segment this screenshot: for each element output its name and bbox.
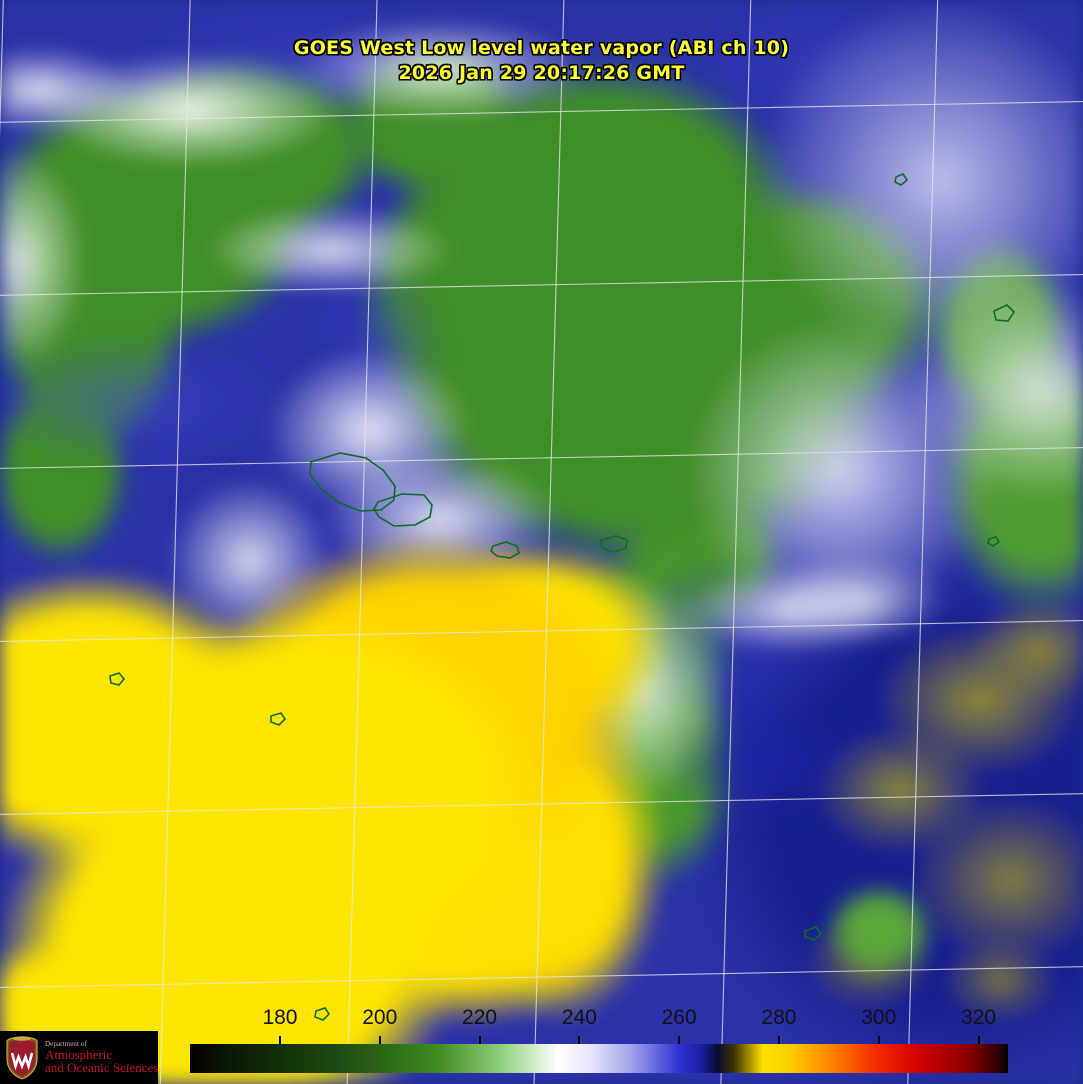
colorbar[interactable] — [190, 1044, 1008, 1073]
colorbar-tick-mark — [777, 1036, 780, 1045]
colorbar-tick-label: 280 — [761, 1006, 797, 1029]
colorbar-tick-label: 180 — [262, 1006, 298, 1029]
colorbar-tick-label: 200 — [362, 1006, 398, 1029]
colorbar-tick-labels: 180 200 220 240 260 280 300 320 — [190, 1006, 1008, 1034]
colorbar-tick-label: 320 — [961, 1006, 997, 1029]
colorbar-tick-marks — [190, 1036, 1008, 1045]
colorbar-tick-mark — [678, 1036, 681, 1045]
uw-aos-logo: Department of Atmospheric and Oceanic Sc… — [0, 1031, 158, 1084]
logo-name-line-1: Atmospheric — [45, 1046, 113, 1062]
colorbar-tick-mark — [378, 1036, 381, 1045]
colorbar-tick-label: 220 — [462, 1006, 498, 1029]
colorbar-tick-mark — [478, 1036, 481, 1045]
logo-name-line-2: and Oceanic Sciences — [45, 1060, 159, 1076]
colorbar-tick-label: 260 — [661, 1006, 697, 1029]
colorbar-tick-mark — [877, 1036, 880, 1045]
logo-department-line: Department of — [45, 1039, 87, 1048]
colorbar-tick-mark — [578, 1036, 581, 1045]
colorbar-tick-label: 300 — [861, 1006, 897, 1029]
colorbar-tick-mark — [278, 1036, 281, 1045]
colorbar-tick-label: 240 — [561, 1006, 597, 1029]
uw-crest-icon — [6, 1036, 38, 1080]
colorbar-gradient — [190, 1044, 1008, 1073]
logo-text-block: Department of Atmospheric and Oceanic Sc… — [45, 1039, 159, 1076]
colorbar-tick-mark — [977, 1036, 980, 1045]
